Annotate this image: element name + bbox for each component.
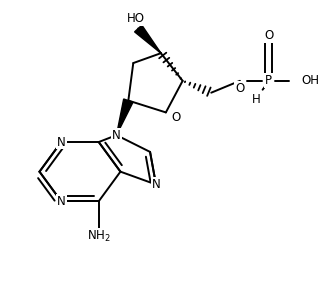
Text: NH$_2$: NH$_2$	[87, 229, 111, 244]
Text: O: O	[264, 29, 273, 42]
Text: H: H	[252, 93, 261, 106]
Polygon shape	[117, 99, 133, 135]
Text: O: O	[171, 111, 180, 124]
Text: N: N	[152, 178, 160, 191]
Text: N: N	[112, 129, 121, 142]
Text: N: N	[57, 135, 66, 148]
Text: P: P	[265, 74, 272, 87]
Text: HO: HO	[127, 12, 145, 25]
Polygon shape	[135, 25, 161, 53]
Text: OH: OH	[301, 74, 319, 87]
Text: O: O	[235, 82, 244, 95]
Text: N: N	[57, 195, 66, 208]
